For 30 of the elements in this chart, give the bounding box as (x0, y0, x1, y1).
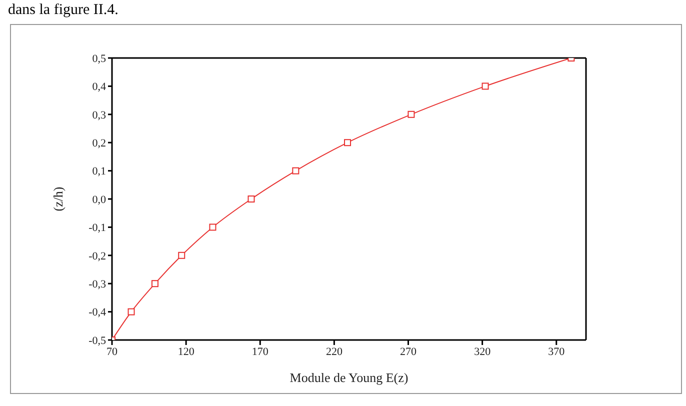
point (248, 196, 255, 202)
y-tick-label: -0,3 (88, 278, 106, 291)
y-tick-label: 0,0 (92, 194, 106, 206)
x-tick-label: 270 (400, 346, 417, 358)
y-tick-label: 0,2 (92, 138, 106, 150)
y-tick-label: 0,4 (92, 81, 106, 94)
y-tick-label: 0,3 (92, 109, 106, 122)
x-tick-label: 320 (474, 346, 492, 358)
point (178, 252, 186, 259)
y-tick-label: -0,2 (88, 250, 106, 262)
x-tick-label: 220 (326, 346, 343, 358)
x-tick-label: 370 (548, 346, 566, 358)
point (209, 224, 216, 231)
point (292, 167, 300, 174)
point (408, 110, 415, 118)
y-tick-label: -0,1 (88, 222, 106, 234)
text: dans la figure II.4. (8, 2, 118, 19)
y-tick-label: -0,4 (88, 306, 106, 319)
point (128, 308, 135, 316)
y-axis-title: (z/h) (50, 186, 66, 212)
point (482, 82, 489, 90)
point (344, 139, 352, 146)
x-tick-label: 120 (178, 346, 195, 358)
x-tick-label: 170 (252, 346, 269, 358)
y-tick-label: 0,5 (92, 52, 106, 65)
y-tick-label: 0,1 (92, 166, 106, 178)
x-tick-label: 70 (106, 346, 118, 358)
y-tick-label: -0,5 (88, 334, 106, 347)
point (151, 280, 158, 288)
x-axis-title: Module de Young E(z) (290, 370, 408, 385)
